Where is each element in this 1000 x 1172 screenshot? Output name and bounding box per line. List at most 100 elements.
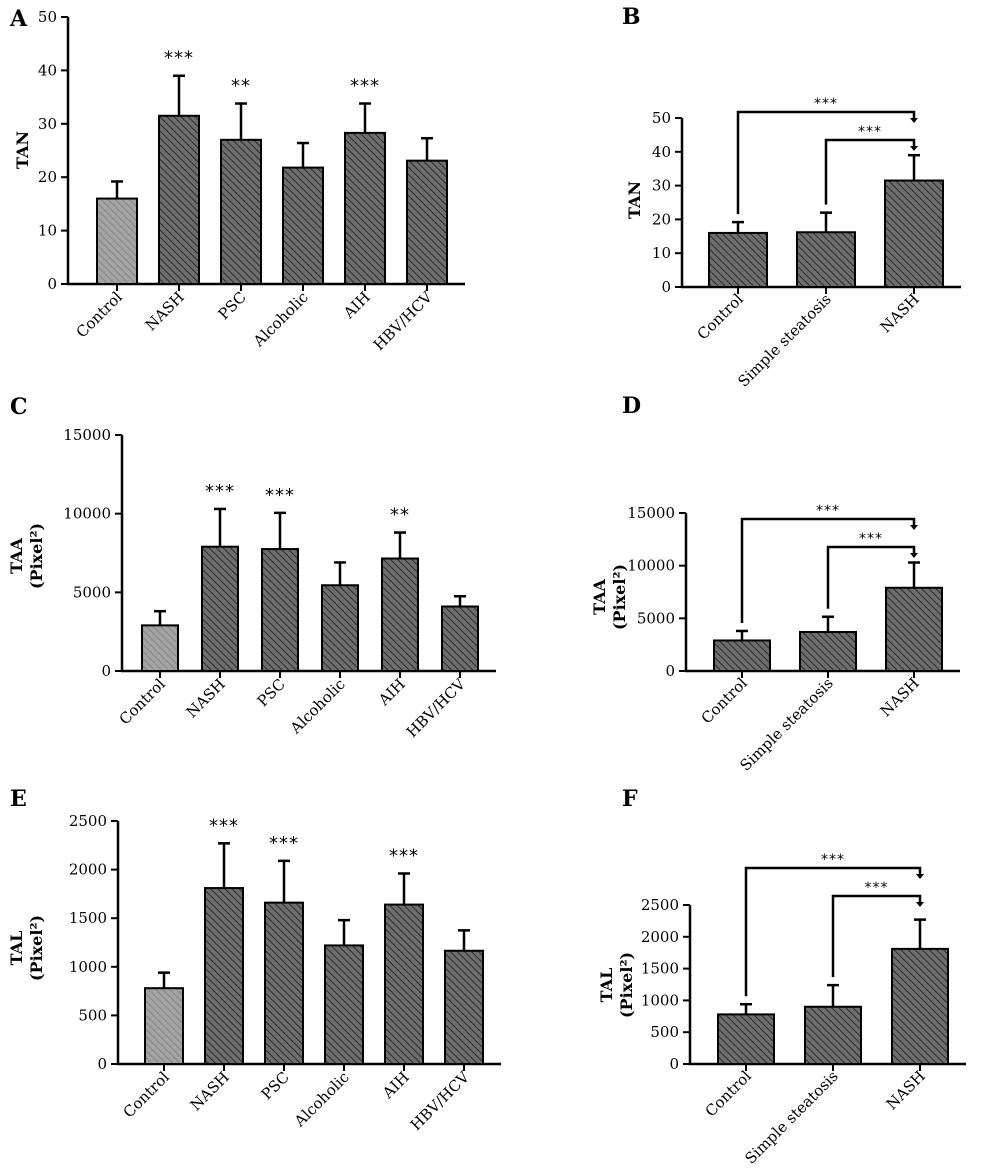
y-tick-label: 10 xyxy=(652,244,671,262)
y-axis-label: TAA(Pixel²) xyxy=(7,523,46,589)
panel-letter: D xyxy=(622,393,641,419)
y-tick-label: 2000 xyxy=(69,861,107,879)
bar-simple-steatosis xyxy=(796,231,856,289)
significance-marker: *** xyxy=(205,481,235,502)
y-tick-label: 30 xyxy=(652,177,671,195)
significance-marker: ** xyxy=(231,76,251,97)
bracket-arrow xyxy=(910,525,918,530)
x-tick-label: Simple steatosis xyxy=(741,1067,842,1168)
panel-c: C TAA(Pixel²) 0 5000 10000 15000 Control NASH **… xyxy=(7,394,496,741)
panel-letter: F xyxy=(622,786,638,812)
y-tick-label: 1500 xyxy=(641,960,679,978)
bar-nash xyxy=(885,586,943,673)
significance-bracket xyxy=(744,866,922,997)
significance-marker: *** xyxy=(350,76,380,97)
bar-control xyxy=(96,197,138,285)
x-tick-label: Alcoholic xyxy=(290,1068,353,1131)
panel-d: D TAA(Pixel²) 0 5000 10000 15000 ControlSimple… xyxy=(590,393,960,775)
y-tick-label: 0 xyxy=(101,662,111,680)
y-tick-label: 10000 xyxy=(627,557,675,575)
panel-a: A TAN 0 10 20 30 40 50 Control NASH *** PSC ** Alcoho… xyxy=(9,6,465,354)
bracket-label: *** xyxy=(814,96,838,112)
bar-alcoholic xyxy=(282,166,324,285)
bracket-label: *** xyxy=(858,124,882,140)
significance-bracket xyxy=(740,517,916,623)
y-tick-label: 30 xyxy=(38,115,57,133)
bar-hbv-hcv xyxy=(444,949,484,1066)
bracket-arrow xyxy=(910,553,918,558)
bar-nash xyxy=(884,179,944,288)
y-tick-label: 15000 xyxy=(63,426,111,444)
y-tick-label: 50 xyxy=(38,8,57,26)
bar-control xyxy=(708,231,768,288)
bar-aih xyxy=(384,903,424,1065)
y-axis-label: TAN xyxy=(13,131,32,169)
y-tick-label: 0 xyxy=(47,275,57,293)
panel-letter: B xyxy=(622,4,641,30)
x-tick-label: NASH xyxy=(877,290,923,336)
x-tick-label: Simple steatosis xyxy=(736,674,837,775)
bracket-label: *** xyxy=(859,531,883,547)
bracket-arrow xyxy=(910,146,918,151)
y-axis-label: TAL(Pixel²) xyxy=(597,952,636,1018)
x-tick-label: AIH xyxy=(378,1068,413,1103)
bracket-label: *** xyxy=(865,880,889,896)
significance-bracket xyxy=(826,545,916,609)
x-tick-label: Simple steatosis xyxy=(734,290,835,391)
y-tick-label: 2500 xyxy=(641,896,679,914)
y-tick-label: 50 xyxy=(652,109,671,127)
bar-hbv-hcv xyxy=(406,159,448,285)
x-tick-label: AIH xyxy=(339,288,374,323)
significance-marker: *** xyxy=(265,485,295,506)
bar-control xyxy=(144,987,184,1066)
bar-nash xyxy=(891,947,949,1065)
y-tick-label: 1000 xyxy=(69,958,107,976)
panel-letter: E xyxy=(10,786,27,812)
y-tick-label: 5000 xyxy=(73,583,111,601)
x-tick-label: PSC xyxy=(254,675,289,710)
bar-control xyxy=(717,1013,775,1066)
significance-bracket xyxy=(736,110,916,215)
y-tick-label: 500 xyxy=(650,1023,679,1041)
bar-nash xyxy=(204,887,244,1065)
x-tick-label: NASH xyxy=(883,1067,929,1113)
y-tick-label: 1500 xyxy=(69,909,107,927)
significance-marker: *** xyxy=(164,48,194,69)
x-tick-label: PSC xyxy=(215,288,250,323)
significance-bracket xyxy=(824,138,916,205)
bar-aih xyxy=(344,131,386,285)
y-tick-label: 20 xyxy=(652,210,671,228)
bar-hbv-hcv xyxy=(441,605,479,673)
bracket-arrow xyxy=(916,874,924,879)
x-tick-label: Control xyxy=(698,674,751,727)
bar-alcoholic xyxy=(324,944,364,1066)
bar-aih xyxy=(381,557,419,672)
bar-control xyxy=(141,624,179,673)
x-tick-label: PSC xyxy=(258,1068,293,1103)
panel-f: F TAL(Pixel²) 0 500 1000 1500 2000 2500 ControlS… xyxy=(597,786,966,1168)
y-tick-label: 2000 xyxy=(641,928,679,946)
y-tick-label: 500 xyxy=(78,1006,107,1024)
y-tick-label: 15000 xyxy=(627,504,675,522)
y-tick-label: 5000 xyxy=(637,609,675,627)
bar-psc xyxy=(264,901,304,1066)
x-tick-label: NASH xyxy=(142,288,188,334)
panel-letter: A xyxy=(9,6,28,32)
y-axis-label: TAA(Pixel²) xyxy=(590,564,629,630)
significance-marker: *** xyxy=(209,815,239,836)
bar-nash xyxy=(158,114,200,286)
x-tick-label: Control xyxy=(702,1067,755,1120)
y-tick-label: 0 xyxy=(665,662,675,680)
x-tick-label: Control xyxy=(116,675,169,728)
x-tick-label: HBV/HCV xyxy=(403,674,470,741)
x-tick-label: HBV/HCV xyxy=(370,287,437,354)
significance-marker: *** xyxy=(269,833,299,854)
significance-marker: *** xyxy=(389,845,419,866)
bracket-arrow xyxy=(910,118,918,123)
panel-e: E TAL(Pixel²) 0 500 1000 1500 2000 2500 Control N… xyxy=(7,786,501,1134)
bracket-label: *** xyxy=(821,852,845,868)
significance-bracket xyxy=(831,894,922,978)
x-tick-label: HBV/HCV xyxy=(407,1067,474,1134)
x-tick-label: NASH xyxy=(187,1068,233,1114)
